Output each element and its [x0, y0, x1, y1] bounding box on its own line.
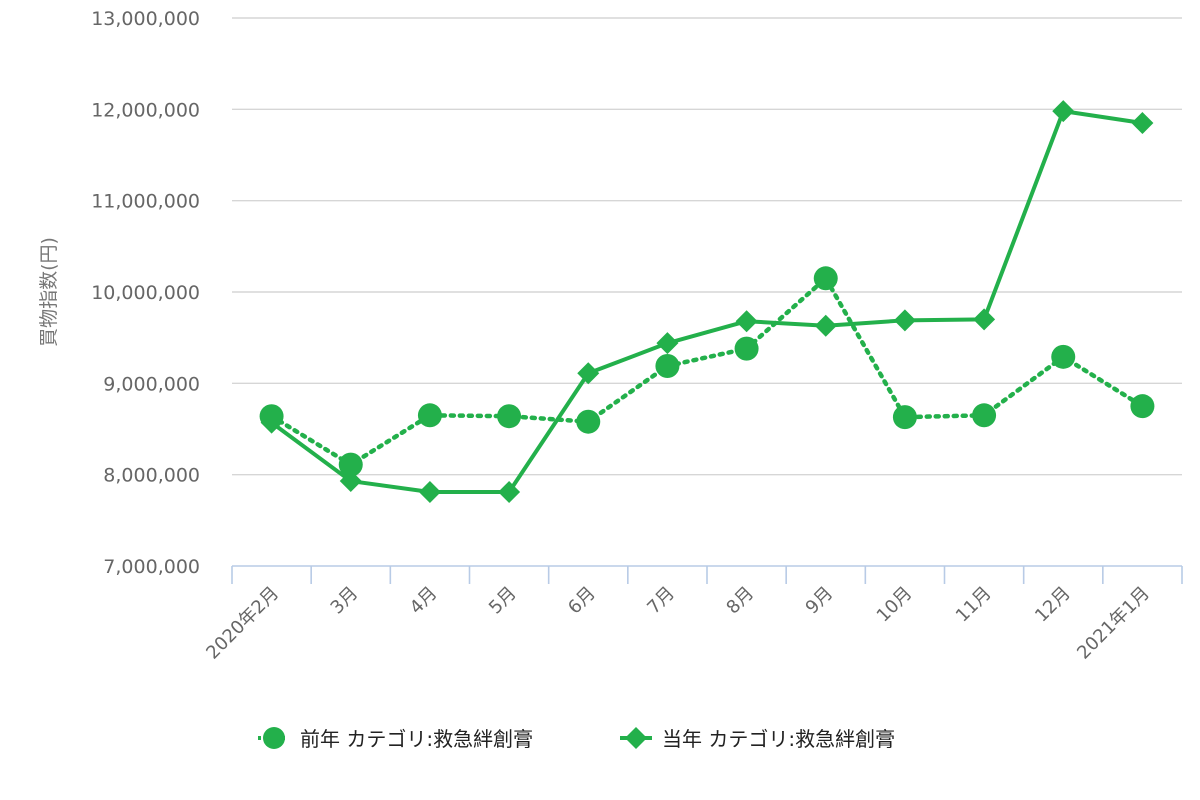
y-tick-label: 10,000,000: [91, 282, 200, 304]
data-point[interactable]: [339, 470, 362, 493]
legend-diamond-marker: [625, 727, 647, 749]
x-tick-label: 2020年2月: [202, 583, 283, 664]
series-line: [270, 109, 1143, 495]
legend[interactable]: 前年 カテゴリ:救急絆創膏 当年 カテゴリ:救急絆創膏: [258, 727, 895, 751]
data-point[interactable]: [576, 409, 601, 434]
grid-lines: [232, 17, 1182, 476]
data-point[interactable]: [813, 266, 838, 291]
y-axis-label: 買物指数(円): [38, 237, 60, 347]
data-point[interactable]: [1131, 112, 1154, 135]
x-tick-label: 8月: [722, 583, 758, 619]
data-point[interactable]: [814, 314, 837, 337]
data-point[interactable]: [655, 353, 680, 378]
x-tick-label: 6月: [564, 583, 600, 619]
data-point[interactable]: [893, 309, 916, 332]
legend-label: 前年 カテゴリ:救急絆創膏: [300, 727, 533, 751]
x-tick-label: 2021年1月: [1073, 583, 1154, 664]
y-tick-label: 9,000,000: [103, 373, 200, 395]
y-tick-label: 12,000,000: [91, 99, 200, 121]
series-line: [269, 276, 1145, 467]
data-point[interactable]: [734, 336, 759, 361]
data-point[interactable]: [417, 403, 442, 428]
x-tick-label: 5月: [485, 583, 521, 619]
y-tick-label: 7,000,000: [103, 556, 200, 578]
data-point[interactable]: [418, 481, 441, 504]
y-tick-label: 11,000,000: [91, 191, 200, 213]
data-point[interactable]: [973, 308, 996, 331]
x-tick-label: 9月: [802, 583, 838, 619]
data-point[interactable]: [260, 411, 283, 434]
legend-item[interactable]: 当年 カテゴリ:救急絆創膏: [620, 727, 895, 751]
data-point[interactable]: [972, 403, 997, 428]
series-current-year: [260, 100, 1154, 504]
data-point[interactable]: [338, 452, 363, 477]
data-point[interactable]: [892, 405, 917, 430]
data-point[interactable]: [498, 481, 521, 504]
legend-label: 当年 カテゴリ:救急絆創膏: [662, 727, 895, 751]
data-point[interactable]: [497, 404, 522, 429]
y-tick-label: 8,000,000: [103, 465, 200, 487]
data-point[interactable]: [735, 310, 758, 333]
series-layer: [259, 100, 1155, 504]
x-tick-label: 12月: [1031, 583, 1075, 627]
y-tick-label: 13,000,000: [91, 8, 200, 30]
x-tick-label: 7月: [643, 583, 679, 619]
data-point[interactable]: [1051, 344, 1076, 369]
data-point[interactable]: [656, 332, 679, 355]
legend-item[interactable]: 前年 カテゴリ:救急絆創膏: [258, 727, 533, 751]
x-tick-label: 4月: [406, 583, 442, 619]
y-axis: 7,000,000 8,000,000 9,000,000 10,000,000 11,…: [91, 8, 200, 578]
x-tick-label: 3月: [327, 583, 363, 619]
data-point[interactable]: [1130, 394, 1155, 419]
data-point[interactable]: [577, 362, 600, 385]
legend-circle-marker: [263, 727, 285, 749]
x-tick-label: 10月: [873, 583, 917, 627]
data-point[interactable]: [1052, 100, 1075, 123]
series-previous-year: [259, 266, 1155, 477]
x-tick-label: 11月: [952, 583, 996, 627]
